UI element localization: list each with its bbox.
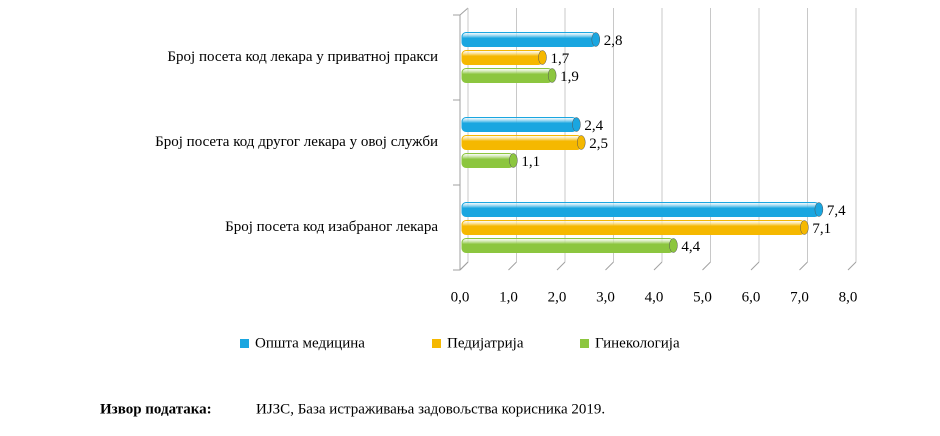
x-tick-label: 1,0 (499, 289, 518, 305)
value-label: 1,1 (521, 154, 540, 170)
floor-line (847, 261, 857, 271)
bar (461, 220, 805, 235)
y-tick-label: Број посета код изабраног лекара (225, 219, 438, 235)
x-tick-label: 8,0 (839, 289, 858, 305)
legend-marker (432, 339, 441, 348)
y-tick-label: Број посета код лекара у приватној пракс… (167, 49, 438, 65)
wall-edge (459, 7, 469, 16)
legend-marker (240, 339, 249, 348)
value-label: 2,4 (584, 118, 603, 134)
value-label: 7,4 (827, 203, 846, 219)
bar (461, 153, 514, 168)
source-text: ИЈЗС, База истраживања задовољства корис… (256, 401, 605, 417)
legend-marker (580, 339, 589, 348)
floor-line (799, 261, 808, 271)
x-tick-label: 6,0 (742, 289, 761, 305)
value-label: 2,8 (604, 33, 623, 49)
floor-line (605, 261, 614, 271)
value-label: 1,9 (560, 69, 579, 85)
floor-line (653, 261, 663, 271)
bar-cap (547, 68, 557, 83)
x-tick-label: 3,0 (596, 289, 615, 305)
bar (461, 202, 820, 217)
bar (461, 135, 582, 150)
bar-cap (591, 32, 601, 47)
y-tick-label: Број посета код другог лекара у овој слу… (155, 134, 438, 150)
x-tick-label: 4,0 (645, 289, 664, 305)
bar (461, 238, 674, 253)
bar-cap (572, 117, 581, 132)
bar-cap (800, 220, 809, 235)
source-label: Извор података: (100, 401, 212, 417)
legend-label: Општа медицина (255, 335, 365, 351)
floor-line (556, 261, 566, 271)
x-tick-label: 0,0 (451, 289, 470, 305)
bar-cap (814, 202, 824, 217)
x-tick-label: 5,0 (693, 289, 712, 305)
floor-line (459, 261, 469, 271)
floor-line (702, 261, 711, 271)
x-tick-label: 7,0 (790, 289, 809, 305)
bar (461, 50, 543, 65)
value-label: 2,5 (589, 136, 608, 152)
bar (461, 32, 597, 47)
bar-cap (577, 135, 586, 150)
floor-line (508, 261, 517, 271)
x-tick-label: 2,0 (548, 289, 567, 305)
floor-line (750, 261, 760, 271)
legend-label: Педијатрија (447, 335, 524, 351)
value-label: 7,1 (812, 221, 831, 237)
value-label: 4,4 (681, 239, 700, 255)
value-label: 1,7 (550, 51, 569, 67)
bar (461, 68, 553, 83)
bar-cap (509, 153, 518, 168)
bar-cap (538, 50, 547, 65)
bar (461, 117, 577, 132)
bar-cap (669, 238, 678, 253)
legend-label: Гинекологија (595, 335, 680, 351)
